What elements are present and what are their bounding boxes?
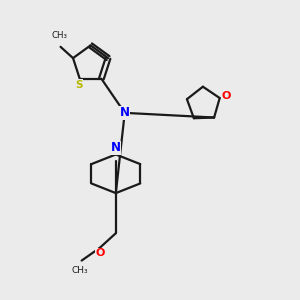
- Text: O: O: [222, 91, 231, 101]
- Text: N: N: [120, 106, 130, 119]
- Text: CH₃: CH₃: [51, 31, 68, 40]
- Text: N: N: [111, 141, 121, 154]
- Text: CH₃: CH₃: [72, 266, 88, 275]
- Text: O: O: [95, 248, 105, 258]
- Text: S: S: [75, 80, 83, 90]
